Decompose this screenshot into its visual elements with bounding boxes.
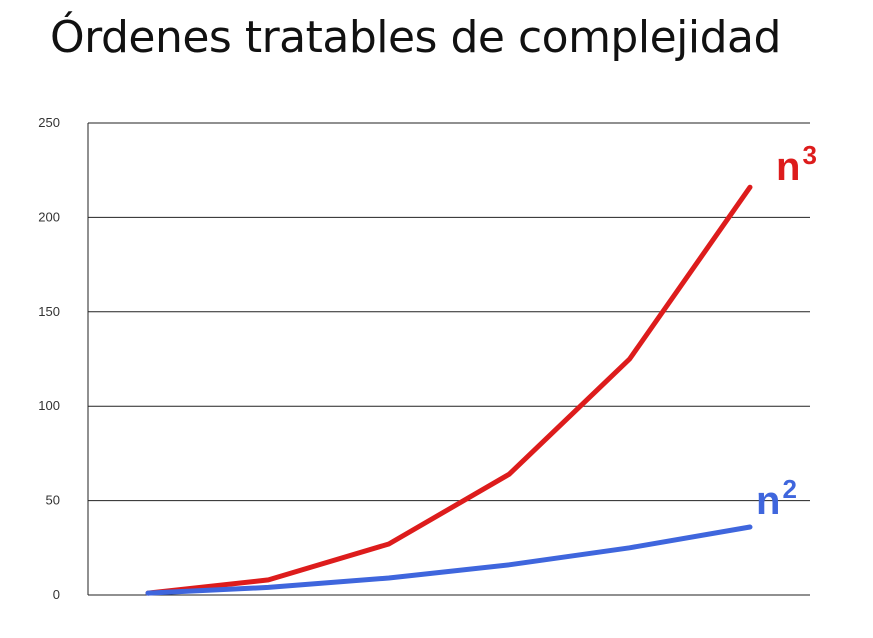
- series-lines: [145, 184, 753, 596]
- page-title: Órdenes tratables de complejidad: [50, 12, 781, 63]
- series-line-n3: [145, 184, 753, 596]
- series-label-n3: n3: [776, 140, 817, 189]
- y-tick-label: 100: [38, 398, 60, 413]
- y-tick-label: 50: [46, 493, 60, 508]
- series-label-exponent: 3: [802, 140, 816, 170]
- series-label-base: n: [756, 479, 780, 523]
- y-tick-label: 250: [38, 115, 60, 130]
- y-tick-label: 150: [38, 304, 60, 319]
- series-label-n2: n2: [756, 474, 797, 523]
- series-label-base: n: [776, 145, 800, 189]
- y-tick-label: 200: [38, 209, 60, 224]
- series-line-n2: [145, 524, 753, 596]
- grid-lines: [88, 122, 810, 596]
- series-label-exponent: 2: [782, 474, 796, 504]
- y-axis: 0 50 100 150 200 250: [38, 115, 89, 602]
- y-tick-label: 0: [53, 587, 60, 602]
